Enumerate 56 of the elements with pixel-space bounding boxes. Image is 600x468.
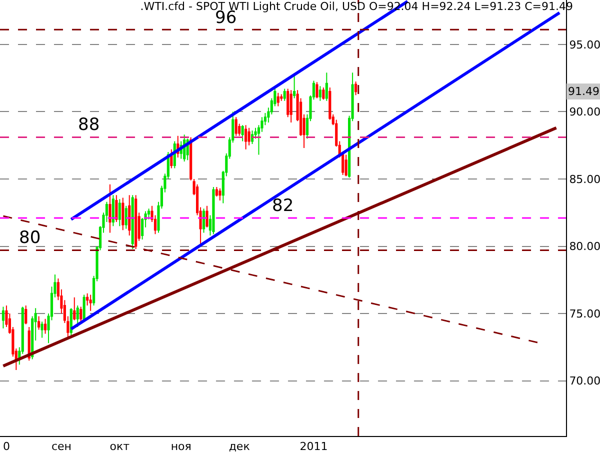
candlestick bbox=[290, 90, 292, 123]
candlestick bbox=[344, 154, 348, 177]
candlestick bbox=[112, 194, 114, 227]
candlestick bbox=[134, 194, 138, 250]
candlestick bbox=[202, 208, 206, 234]
candlestick bbox=[212, 186, 215, 235]
candlestick bbox=[115, 194, 118, 223]
candlestick bbox=[248, 127, 250, 146]
ref-line-label: 80 bbox=[19, 228, 41, 248]
candlestick bbox=[128, 194, 131, 236]
x-tick-label: сен bbox=[51, 440, 72, 454]
candlestick bbox=[325, 72, 328, 102]
candlestick bbox=[124, 205, 128, 230]
y-tick-label: 70.00 bbox=[569, 374, 600, 388]
candlestick bbox=[322, 86, 325, 100]
x-tick-label: окт bbox=[110, 440, 130, 454]
candlestick bbox=[283, 88, 286, 102]
candlestick bbox=[241, 124, 244, 142]
candlestick bbox=[244, 124, 248, 150]
candlestick bbox=[218, 188, 222, 202]
candlestick bbox=[40, 321, 44, 338]
candlestick bbox=[354, 81, 358, 96]
x-tick-label: дек bbox=[228, 440, 250, 454]
candlestick bbox=[2, 306, 5, 329]
candlestick bbox=[131, 194, 134, 250]
ref-line-label: 82 bbox=[272, 196, 294, 216]
candlestick bbox=[70, 308, 72, 336]
y-tick-label: 90.00 bbox=[569, 106, 600, 119]
candlestick bbox=[38, 316, 40, 330]
candlestick bbox=[108, 184, 112, 234]
candlestick bbox=[82, 294, 86, 322]
y-tick-label: 80.00 bbox=[569, 240, 600, 254]
candlestick bbox=[24, 304, 28, 325]
candlestick bbox=[76, 304, 79, 328]
candlestick bbox=[234, 116, 238, 136]
candlestick bbox=[80, 306, 82, 322]
ref-line-label: 88 bbox=[78, 115, 100, 135]
candlestick bbox=[122, 197, 124, 231]
candlestick bbox=[44, 318, 47, 334]
x-tick-label: ноя bbox=[170, 440, 192, 454]
text: 91.49 bbox=[568, 85, 600, 98]
x-tick-label: 2011 bbox=[300, 440, 328, 454]
candlestick bbox=[215, 186, 218, 197]
y-tick-label: 95.00 bbox=[569, 38, 600, 52]
candlestick bbox=[206, 205, 208, 228]
candlestick bbox=[73, 296, 76, 321]
candlestick bbox=[293, 74, 296, 99]
x-tick-label: 0 bbox=[2, 440, 10, 454]
candlestick bbox=[276, 92, 280, 107]
candlestick bbox=[250, 130, 254, 144]
candlestick bbox=[318, 86, 322, 102]
y-tick-label: 85.00 bbox=[569, 172, 600, 186]
candlestick bbox=[118, 198, 121, 227]
candlestick bbox=[89, 294, 92, 312]
candlestick bbox=[316, 82, 318, 99]
y-tick-label: 75.00 bbox=[569, 307, 600, 320]
